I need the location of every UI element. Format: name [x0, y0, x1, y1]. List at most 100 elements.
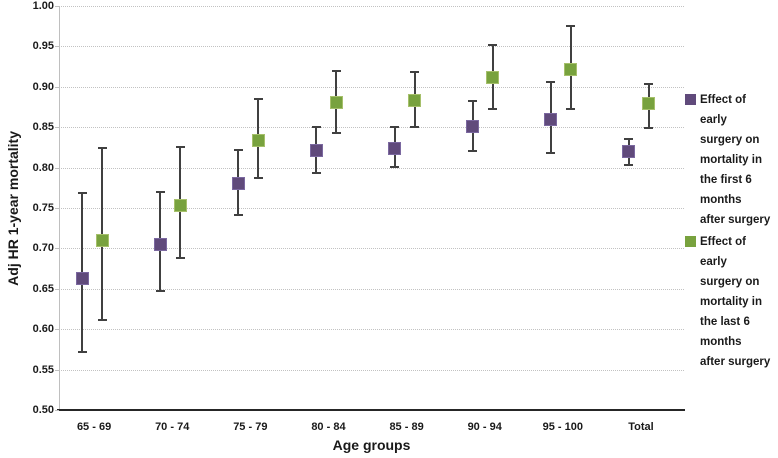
error-bar-cap-upper — [546, 80, 556, 83]
y-tick-mark — [55, 86, 59, 88]
marker-first-6-months — [231, 177, 245, 191]
legend-label-line: months — [700, 194, 742, 206]
y-tick-label: 0.70 — [32, 242, 54, 255]
x-axis-line — [57, 409, 685, 411]
marker-last-6-months — [564, 63, 578, 77]
y-tick-mark — [55, 248, 59, 250]
error-bar-cap-lower — [624, 164, 634, 167]
marker-last-6-months — [95, 233, 109, 247]
legend-label-line: after surgery — [700, 214, 771, 226]
marker-first-6-months — [622, 144, 636, 158]
x-axis-title-text: Age groups — [332, 437, 411, 453]
y-tick-mark — [55, 410, 59, 411]
gridline — [59, 329, 684, 331]
error-bar-cap-lower — [311, 172, 321, 175]
legend-label: Effect of early surgery on mortality in the … — [700, 90, 778, 230]
y-tick-label: 0.50 — [32, 404, 54, 416]
marker-last-6-months — [486, 71, 500, 85]
x-tick-label: 85 - 89 — [389, 421, 424, 433]
error-bar-cap-upper — [311, 126, 321, 129]
legend-label-line: the first 6 — [700, 174, 752, 186]
legend-label-line: early — [700, 114, 727, 126]
marker-first-6-months — [309, 144, 323, 158]
error-bar-cap-upper — [155, 190, 165, 193]
marker-last-6-months — [642, 97, 656, 111]
legend-label-line: months — [700, 336, 742, 348]
error-bar-cap-upper — [488, 43, 498, 46]
error-bar-cap-lower — [546, 152, 556, 155]
x-tick-label: 75 - 79 — [233, 421, 268, 433]
legend-label-line: Effect of — [700, 94, 746, 106]
error-bar-cap-lower — [233, 214, 243, 217]
y-tick-mark — [55, 208, 59, 209]
plot-area — [59, 6, 684, 410]
error-bar-cap-upper — [624, 137, 634, 140]
error-bar-cap-upper — [97, 147, 107, 150]
error-bar-cap-upper — [233, 148, 243, 151]
x-tick-label: 65 - 69 — [76, 421, 112, 433]
y-tick-label: 0.75 — [32, 202, 54, 214]
y-tick-mark — [55, 127, 59, 129]
y-tick-label: 0.95 — [32, 40, 54, 53]
x-tick-label: 90 - 94 — [467, 421, 502, 433]
error-bar-cap-lower — [410, 126, 420, 129]
error-bar-cap-lower — [97, 318, 107, 321]
marker-first-6-months — [388, 141, 402, 155]
error-bar-cap-upper — [410, 71, 420, 74]
error-bar-cap-lower — [331, 131, 341, 134]
y-tick-mark — [55, 288, 59, 290]
marker-last-6-months — [329, 96, 343, 110]
legend-entry: Effect of early surgery on mortality in the … — [684, 232, 778, 372]
gridline — [59, 248, 684, 250]
legend-label: Effect of early surgery on mortality in the … — [700, 232, 778, 372]
y-tick-label: 0.60 — [32, 323, 54, 336]
error-bar-cap-lower — [175, 257, 185, 260]
legend-entry: Effect of early surgery on mortality in the … — [684, 90, 778, 230]
marker-first-6-months — [153, 237, 167, 251]
error-bar-cap-lower — [390, 165, 400, 168]
legend-label-line: Effect of — [700, 236, 746, 248]
y-tick-mark — [55, 369, 59, 371]
error-bar-cap-lower — [644, 127, 654, 129]
error-bar-cap-upper — [644, 82, 654, 85]
gridline — [59, 6, 684, 7]
y-tick-label: 1.00 — [32, 0, 54, 12]
error-bar-cap-upper — [77, 192, 87, 195]
error-bar-cap-lower — [155, 290, 165, 293]
y-tick-mark — [55, 46, 59, 48]
gridline — [59, 288, 684, 290]
y-tick-label: 0.90 — [32, 80, 54, 93]
y-tick-mark — [55, 167, 59, 169]
marker-first-6-months — [75, 271, 89, 285]
y-tick-label: 0.55 — [32, 363, 54, 376]
error-bar-cap-lower — [468, 150, 478, 153]
y-tick-label: 0.85 — [32, 121, 54, 134]
error-bar-cap-lower — [253, 177, 263, 180]
marker-last-6-months — [408, 94, 422, 108]
error-bar-cap-upper — [468, 100, 478, 103]
legend-label-line: mortality in — [700, 296, 762, 308]
legend-label-line: surgery on — [700, 134, 760, 146]
legend-label-line: early — [700, 256, 727, 268]
y-tick-label: 0.65 — [32, 282, 54, 295]
gridline — [59, 167, 684, 169]
y-tick-mark — [55, 6, 59, 7]
gridline — [59, 208, 684, 209]
marker-first-6-months — [544, 112, 558, 126]
x-axis-title: Age groups — [59, 437, 684, 455]
x-tick-label: 70 - 74 — [155, 421, 190, 433]
legend-swatch-first-6-months — [685, 94, 696, 105]
gridline — [59, 369, 684, 371]
legend-label-line: mortality in — [700, 154, 762, 166]
error-bar-cap-lower — [488, 108, 498, 111]
gridline — [59, 46, 684, 48]
y-tick-mark — [55, 329, 59, 331]
legend-label-line: surgery on — [700, 276, 760, 288]
y-tick-label: 0.80 — [32, 161, 54, 174]
x-tick-label: 95 - 100 — [542, 421, 583, 433]
error-bar-cap-lower — [566, 108, 576, 111]
gridline — [59, 127, 684, 129]
error-bar-cap-upper — [390, 126, 400, 129]
error-bar-cap-upper — [175, 145, 185, 148]
